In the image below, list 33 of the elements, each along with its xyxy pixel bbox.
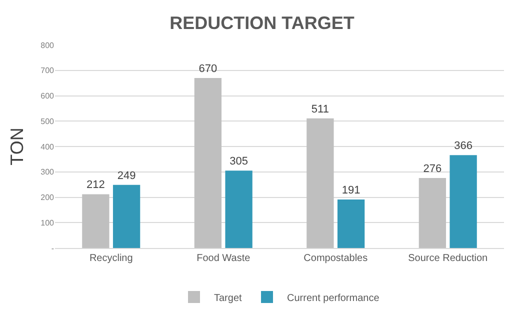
bar xyxy=(225,170,252,248)
bar xyxy=(82,194,110,248)
bar xyxy=(112,184,140,248)
x-tick-label: Recycling xyxy=(89,253,133,264)
data-label: 249 xyxy=(117,170,136,182)
bar xyxy=(194,78,222,248)
y-axis-title: TON xyxy=(6,128,27,166)
chart-title: REDUCTION TARGET xyxy=(170,12,354,33)
y-tick-label: 700 xyxy=(40,66,55,76)
y-tick-label: 800 xyxy=(40,40,55,50)
data-label: 511 xyxy=(311,103,329,116)
y-tick-label: 500 xyxy=(40,116,55,126)
y-tick-label: 400 xyxy=(40,142,55,152)
data-label: 276 xyxy=(423,162,442,175)
y-tick-label: 600 xyxy=(40,92,55,101)
x-tick-label: Food Waste xyxy=(196,253,251,264)
data-label: 212 xyxy=(86,179,105,192)
y-tick-label: - xyxy=(51,244,54,253)
bar xyxy=(306,118,334,248)
legend-label: Current performance xyxy=(287,292,380,304)
data-label: 366 xyxy=(454,140,472,152)
x-tick-label: Compostables xyxy=(304,253,368,264)
legend-label: Target xyxy=(214,292,242,304)
bar xyxy=(418,178,446,248)
bar xyxy=(337,200,365,248)
data-label: 670 xyxy=(198,62,218,75)
y-tick-label: 300 xyxy=(40,168,55,177)
data-label: 191 xyxy=(342,184,360,197)
x-tick-label: Source Reduction xyxy=(408,253,488,264)
bar xyxy=(450,155,477,248)
y-tick-label: 100 xyxy=(40,218,55,228)
y-tick-label: 200 xyxy=(40,193,55,202)
data-label: 305 xyxy=(230,156,248,168)
